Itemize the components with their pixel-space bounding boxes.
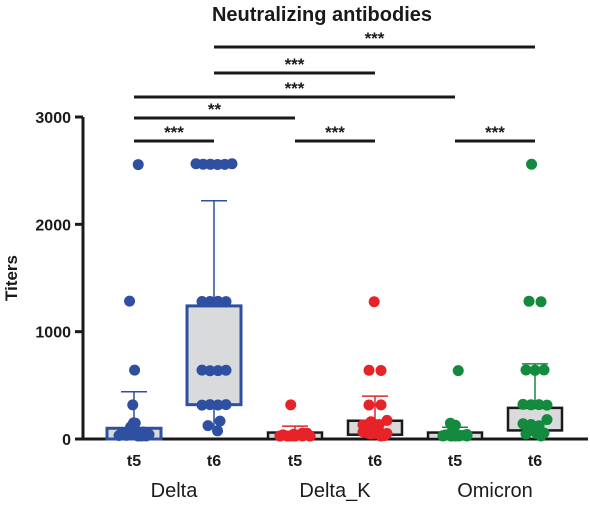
box-omicron-t6 bbox=[506, 158, 564, 442]
data-point bbox=[124, 295, 136, 307]
data-point bbox=[212, 399, 224, 411]
data-point bbox=[453, 429, 465, 441]
data-point bbox=[220, 399, 232, 411]
data-point bbox=[363, 364, 375, 376]
x-tick-label: t6 bbox=[368, 453, 382, 470]
box-delta-k-t6 bbox=[346, 296, 404, 442]
data-point bbox=[212, 365, 224, 377]
y-tick-label: 3000 bbox=[35, 110, 71, 127]
data-point bbox=[220, 364, 232, 376]
significance-label: *** bbox=[365, 29, 385, 48]
data-point bbox=[520, 364, 532, 376]
significance-bracket: *** bbox=[455, 123, 535, 143]
box-iqr bbox=[185, 304, 243, 407]
y-axis-label: Titers bbox=[2, 255, 21, 301]
significance-label: *** bbox=[485, 123, 505, 142]
data-point bbox=[375, 430, 387, 442]
significance-bracket: *** bbox=[134, 123, 214, 143]
significance-label: *** bbox=[285, 79, 305, 98]
data-point bbox=[127, 399, 139, 411]
data-point bbox=[538, 364, 550, 376]
data-point bbox=[541, 414, 553, 426]
data-point bbox=[212, 295, 224, 307]
data-point bbox=[529, 364, 541, 376]
box-omicron-t5 bbox=[426, 365, 484, 442]
data-point bbox=[445, 430, 457, 442]
data-point bbox=[212, 425, 224, 437]
data-point bbox=[381, 414, 393, 426]
group-label: Omicron bbox=[457, 480, 533, 502]
significance-bracket: *** bbox=[134, 79, 455, 99]
data-point bbox=[363, 399, 375, 411]
data-point bbox=[285, 399, 297, 411]
significance-bracket: *** bbox=[295, 123, 375, 143]
x-tick-label: t6 bbox=[207, 453, 221, 470]
significance-label: *** bbox=[285, 55, 305, 74]
group-label: Delta_K bbox=[299, 480, 371, 502]
box-delta-t5 bbox=[105, 159, 163, 442]
data-point bbox=[517, 398, 529, 410]
data-point bbox=[214, 415, 226, 427]
data-point bbox=[523, 295, 535, 307]
x-tick-label: t5 bbox=[288, 453, 302, 470]
significance-label: *** bbox=[164, 123, 184, 142]
significance-label: ** bbox=[208, 100, 222, 119]
data-point bbox=[535, 296, 547, 308]
significance-bracket: *** bbox=[214, 55, 375, 75]
significance-bracket: ** bbox=[134, 100, 295, 120]
x-tick-label: t5 bbox=[127, 453, 141, 470]
plot-area: 0 1000 2000 3000 t5 t6 Delta t5 t6 Delta_K t5 t6 Omi… bbox=[35, 29, 588, 502]
box-delta-t6 bbox=[185, 158, 243, 437]
data-point bbox=[204, 295, 216, 307]
group-label: Delta bbox=[151, 480, 199, 502]
significance-bracket: *** bbox=[214, 29, 535, 49]
chart-title: Neutralizing antibodies bbox=[212, 4, 432, 26]
data-point bbox=[533, 399, 545, 411]
data-point bbox=[525, 399, 537, 411]
data-point bbox=[541, 399, 553, 411]
data-point bbox=[129, 364, 141, 376]
data-point bbox=[204, 365, 216, 377]
y-tick-label: 0 bbox=[62, 432, 71, 449]
data-point bbox=[375, 365, 387, 377]
significance-label: *** bbox=[325, 123, 345, 142]
data-point bbox=[202, 420, 214, 432]
y-tick-label: 2000 bbox=[35, 217, 71, 234]
data-point bbox=[363, 427, 375, 439]
data-point bbox=[196, 399, 208, 411]
data-point bbox=[226, 158, 238, 170]
y-tick-label: 1000 bbox=[35, 325, 71, 342]
data-point bbox=[204, 399, 216, 411]
data-point bbox=[526, 158, 538, 170]
data-point bbox=[304, 430, 316, 442]
data-point bbox=[523, 425, 535, 437]
box-delta-k-t5 bbox=[266, 399, 324, 442]
data-point bbox=[461, 429, 473, 441]
data-point bbox=[196, 296, 208, 308]
data-point bbox=[368, 296, 380, 308]
x-tick-label: t6 bbox=[528, 453, 542, 470]
data-point bbox=[375, 399, 387, 411]
data-point bbox=[535, 430, 547, 442]
data-point bbox=[132, 159, 144, 171]
data-point bbox=[143, 429, 155, 441]
data-point bbox=[437, 430, 449, 442]
data-point bbox=[196, 364, 208, 376]
x-tick-label: t5 bbox=[448, 453, 462, 470]
data-point bbox=[452, 365, 464, 377]
data-point bbox=[220, 296, 232, 308]
